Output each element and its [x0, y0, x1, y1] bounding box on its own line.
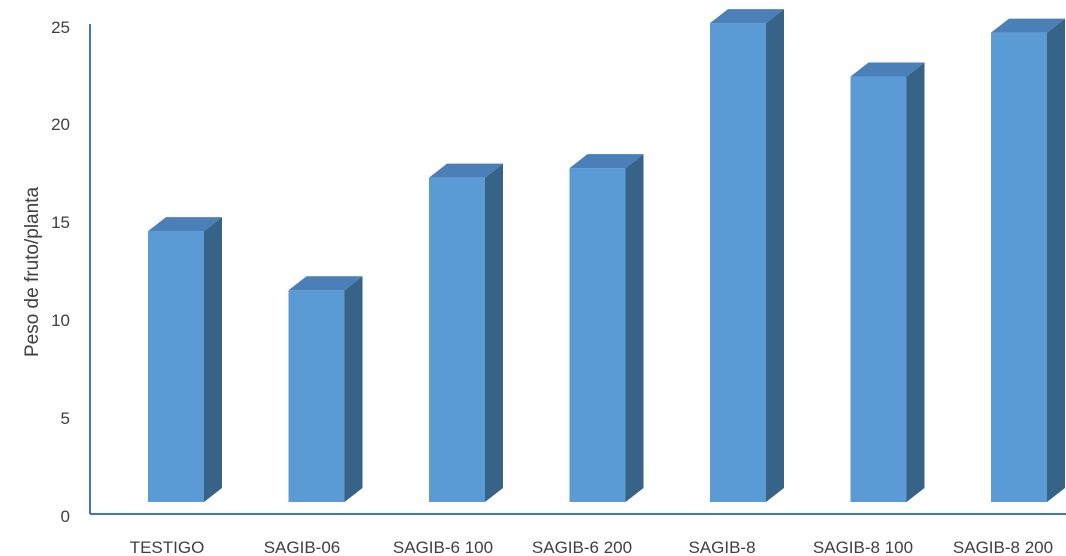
- bar-top: [288, 276, 363, 291]
- y-tick-label: 25: [51, 18, 70, 37]
- category-label: SAGIB-8 100: [813, 538, 913, 556]
- bar-front: [569, 168, 626, 502]
- bar-front: [429, 177, 485, 502]
- bar-side: [625, 154, 644, 502]
- y-tick-label: 20: [51, 115, 70, 134]
- bars-group: [148, 9, 1065, 503]
- y-tick-labels: 0 5 10 15 20 25: [51, 18, 70, 526]
- bar-side: [906, 62, 925, 503]
- bar-top: [569, 154, 644, 169]
- bar-top: [991, 18, 1065, 33]
- y-tick-label: 15: [51, 213, 70, 232]
- bar-side: [766, 9, 784, 502]
- bar-front: [850, 76, 907, 503]
- category-label: SAGIB-8: [688, 538, 755, 556]
- bar-top: [850, 62, 925, 77]
- bar: [569, 154, 644, 502]
- bar: [148, 217, 222, 502]
- bar-side: [1047, 18, 1065, 503]
- bar: [710, 9, 784, 502]
- y-tick-label: 10: [51, 311, 70, 330]
- bar-top: [148, 217, 222, 232]
- category-label: SAGIB-8 200: [953, 538, 1053, 556]
- category-label: SAGIB-6 200: [532, 538, 632, 556]
- bar-top: [710, 9, 784, 24]
- bar-side: [485, 163, 503, 502]
- y-tick-label: 5: [61, 409, 70, 428]
- bar-side: [344, 276, 363, 502]
- y-tick-label: 0: [61, 507, 70, 526]
- y-axis-title: Peso de fruto/planta: [22, 187, 43, 357]
- bar-front: [288, 290, 345, 502]
- bar: [850, 62, 925, 503]
- category-label: TESTIGO: [130, 538, 205, 556]
- bar-front: [148, 231, 204, 502]
- bar: [429, 163, 503, 502]
- bar-front: [991, 32, 1047, 503]
- category-label: SAGIB-06: [264, 538, 341, 556]
- bar-side: [204, 217, 222, 502]
- bar: [288, 276, 363, 502]
- bar: [991, 18, 1065, 503]
- category-label: SAGIB-6 100: [393, 538, 493, 556]
- bar-front: [710, 23, 766, 502]
- x-category-labels: TESTIGO SAGIB-06 SAGIB-6 100 SAGIB-6 200…: [130, 538, 1053, 556]
- bar-top: [429, 163, 503, 178]
